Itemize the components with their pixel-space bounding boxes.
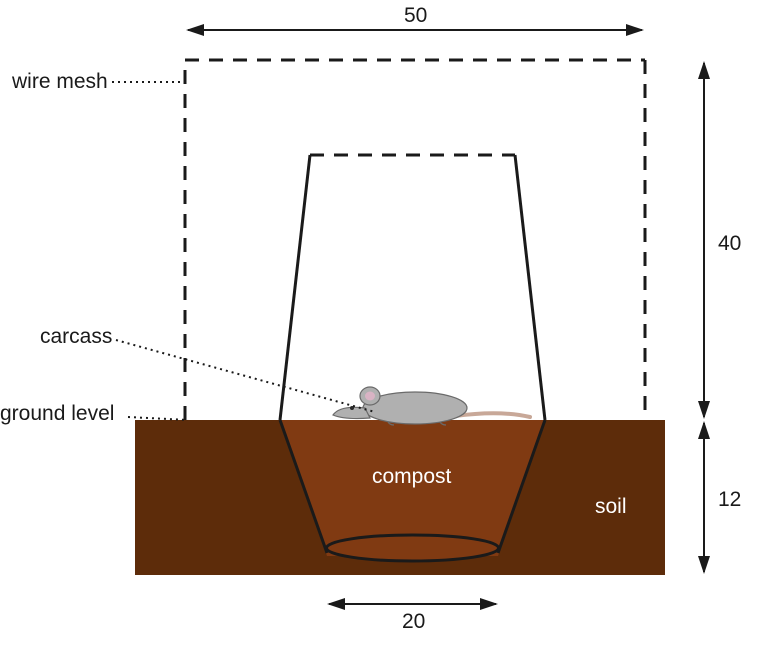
dim-label-top: 50	[404, 4, 427, 28]
dim-label-right-40: 40	[718, 232, 741, 256]
leader-carcass	[116, 340, 375, 412]
pot-left-upper	[280, 155, 310, 420]
carcass-mouse	[333, 387, 530, 425]
pot-bottom-ellipse	[327, 535, 499, 561]
dim-label-bottom: 20	[402, 610, 425, 634]
label-compost: compost	[372, 465, 451, 489]
pot-right-upper	[515, 155, 545, 420]
label-wire-mesh: wire mesh	[12, 70, 108, 94]
label-soil: soil	[595, 495, 627, 519]
label-ground-level: ground level	[0, 402, 114, 426]
experiment-diagram	[0, 0, 758, 670]
label-carcass: carcass	[40, 325, 112, 349]
dim-label-right-12: 12	[718, 488, 741, 512]
leader-ground-level	[128, 417, 188, 420]
